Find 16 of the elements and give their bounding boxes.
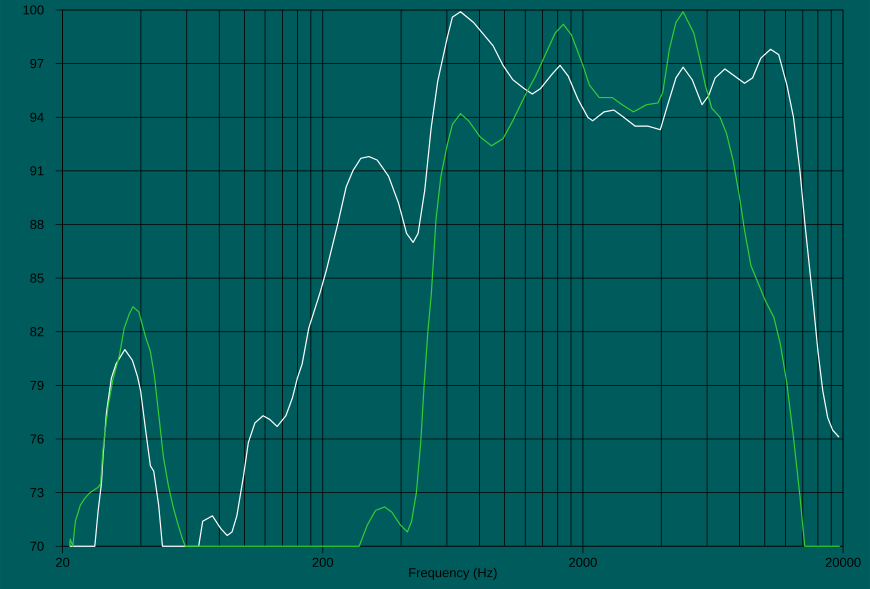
- x-tick-label: 200: [312, 558, 334, 567]
- y-tick-label: 70: [30, 542, 44, 551]
- y-tick-label: 94: [30, 112, 44, 122]
- x-tick-label: 20: [56, 558, 70, 567]
- x-axis-title: Frequency (Hz): [409, 568, 497, 580]
- x-tick-label: 20000: [826, 558, 861, 567]
- y-tick-label: 100: [23, 5, 44, 15]
- x-tick-label: 2000: [569, 558, 597, 567]
- y-tick-label: 88: [30, 220, 44, 230]
- y-tick-label: 82: [30, 327, 44, 336]
- y-tick-label: 85: [30, 273, 44, 283]
- y-tick-label: 97: [30, 58, 44, 68]
- y-tick-label: 73: [30, 488, 44, 498]
- y-tick-label: 79: [30, 380, 44, 390]
- y-tick-label: 91: [30, 166, 44, 176]
- y-tick-label: 76: [30, 434, 44, 444]
